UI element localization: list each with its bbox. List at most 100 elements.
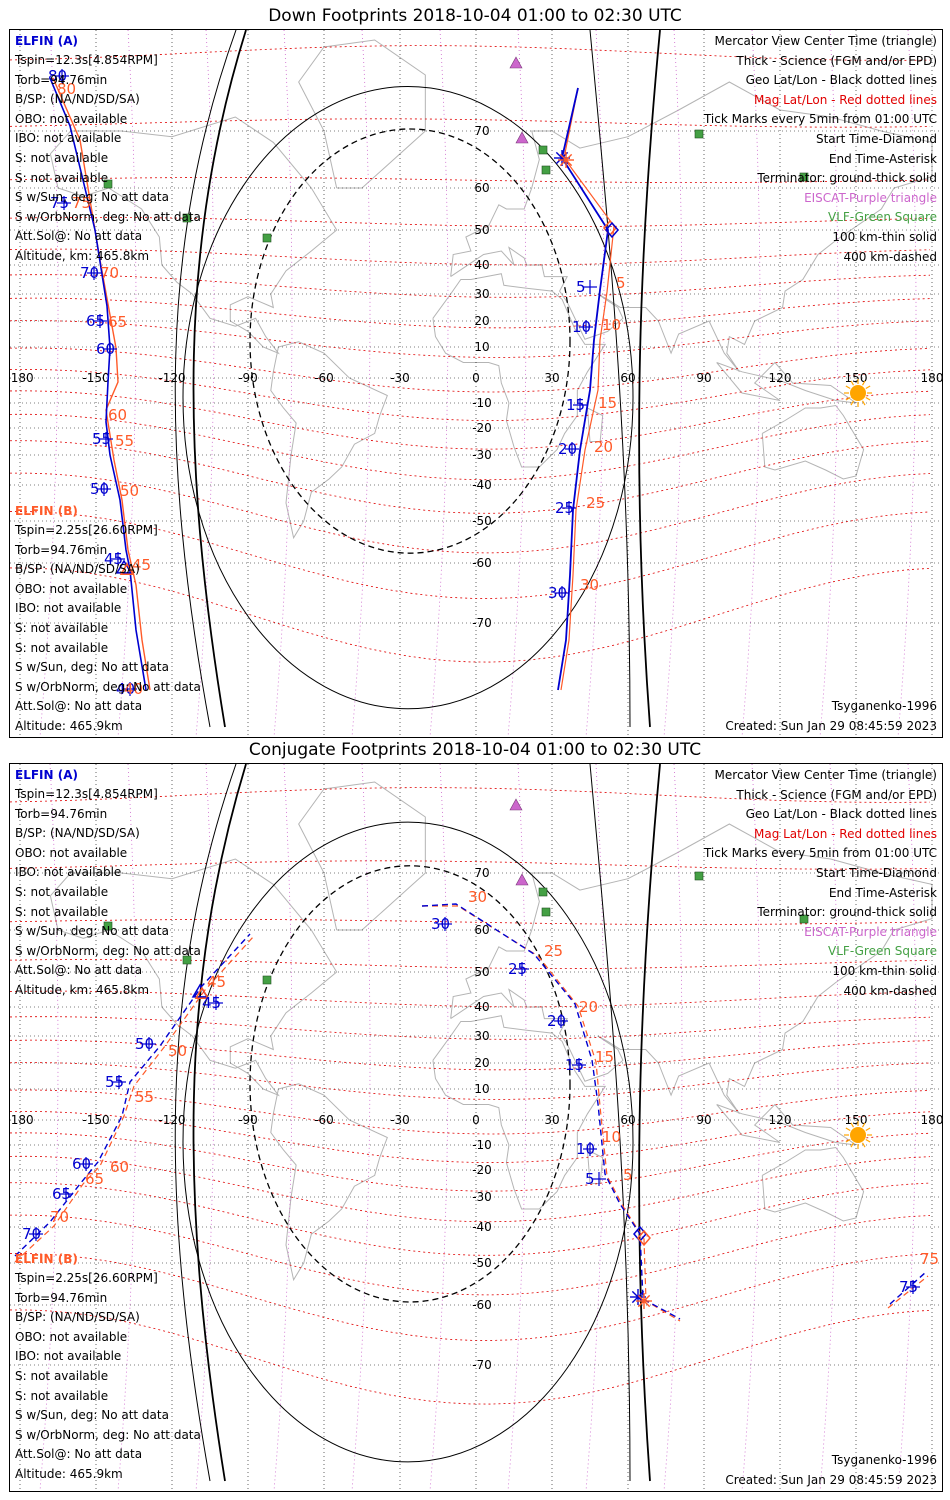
legend-line: 400 km-dashed [843, 249, 937, 264]
elfin-b-start-diamond [637, 1229, 651, 1247]
green-square-icon [538, 145, 548, 155]
elfin-a-info-line: IBO: not available [15, 865, 122, 880]
elfin-a-info-line: S: not available [15, 170, 109, 185]
lat-tick-label: -30 [472, 448, 492, 462]
elfin-a-track-east [421, 903, 681, 1320]
purple-triangle-icon [509, 798, 523, 811]
elfin-b-tick-label: 55 [115, 432, 134, 450]
lon-tick-label: 60 [620, 371, 635, 385]
lon-tick-label: 150 [845, 371, 868, 385]
lon-tick-label: 30 [544, 1113, 559, 1127]
sun-icon [844, 379, 872, 407]
axis-labels: -180 -150 -120 -90 -60 -30 0 30 60 90 120 150 180 70 6… [10, 124, 942, 630]
elfin-b-center-triangle [119, 562, 135, 575]
legend-line: 100 km-thin solid [832, 230, 937, 244]
down-footprints-map-panel: -180 -150 -120 -90 -60 -30 0 30 60 90 120 150 180 70 6… [9, 29, 943, 738]
elfin-a-tick-mark [142, 1037, 156, 1051]
elfin-a-info-line: Att.Sol@: No att data [15, 963, 143, 978]
green-square-icon [799, 172, 809, 182]
lon-tick-label: -180 [10, 1113, 34, 1127]
elfin-a-info-line: Tspin=12.3s[4.854RPM] [15, 53, 158, 67]
elfin-a-tick-mark [55, 69, 69, 83]
elfin-a-tick-mark [572, 1058, 586, 1072]
elfin-b-end-asterisk [636, 1293, 652, 1309]
green-square-icon [182, 955, 192, 965]
purple-triangle-icon [515, 131, 529, 144]
lat-tick-label: 40 [474, 1000, 489, 1014]
elfin-a-tick-mark [562, 501, 576, 515]
sun-icon [844, 1121, 872, 1149]
elfin-a-tick-mark [554, 1014, 568, 1028]
elfin-b-info-line: B/SP: (NA/ND/SD/SA) [15, 562, 140, 577]
elfin-a-center-triangle [115, 559, 133, 574]
axis-labels: -180 -150 -120 -90 -60 -30 0 30 60 90 120 150 180 70 6… [10, 866, 942, 1372]
model-label: Tsyganenko-1996 [831, 1453, 937, 1467]
coastline-group [49, 781, 933, 1282]
elfin-a-info-line: S w/Sun, deg: No att data [15, 190, 169, 205]
created-timestamp: Created: Sun Jan 29 08:45:59 2023 [725, 719, 937, 733]
lon-tick-label: 120 [769, 371, 792, 385]
elfin-b-tick-label: 80 [57, 80, 76, 98]
elfin-b-info-line: Att.Sol@: No att data [15, 1447, 143, 1462]
lon-tick-label: 60 [620, 1113, 635, 1127]
elfin-b-tick-label: 15 [595, 1048, 614, 1066]
elfin-b-tick-label: 25 [586, 494, 605, 512]
elfin-b-info-line: OBO: not available [15, 581, 128, 596]
legend-line: Tick Marks every 5min from 01:00 UTC [703, 112, 937, 127]
elfin-b-tick-label: 5 [616, 274, 626, 292]
elfin-a-tick-mark [93, 314, 107, 328]
elfin-b-info-line: Torb=94.76min [15, 1290, 108, 1305]
lon-tick-label: -150 [82, 1113, 109, 1127]
terminator-west-100km [174, 764, 237, 1482]
elfin-a-header: ELFIN (A) [15, 768, 78, 782]
legend-line: EISCAT-Purple triangle [804, 924, 937, 939]
elfin-b-tick-label: 65 [108, 313, 127, 331]
elfin-a-tick-mark [57, 196, 71, 210]
geo-grid [10, 30, 942, 737]
elfin-b-info-line: S: not available [15, 621, 109, 635]
legend-line: Thick - Science (FGM and/or EPD) [736, 53, 937, 68]
legend-line: Geo Lat/Lon - Black dotted lines [745, 807, 937, 822]
elfin-b-tick-label: 25 [544, 942, 563, 960]
lat-tick-label: -40 [472, 1220, 492, 1234]
map-canvas: -180 -150 -120 -90 -60 -30 0 30 60 90 120 150 180 70 6… [10, 30, 942, 737]
legend-line: Tick Marks every 5min from 01:00 UTC [703, 846, 937, 861]
terminator-west [192, 30, 247, 728]
coastline-group [49, 39, 933, 540]
elfin-b-info-line: Torb=94.76min [15, 542, 108, 557]
lon-tick-label: 30 [544, 371, 559, 385]
lat-tick-label: 40 [474, 258, 489, 272]
elfin-b-header: ELFIN (B) [15, 1252, 78, 1266]
lon-tick-label: 90 [696, 1113, 711, 1127]
elfin-a-info-line: S: not available [15, 885, 109, 899]
vlf-markers [103, 129, 809, 243]
elfin-a-tick-mark [906, 1280, 920, 1294]
lat-tick-label: 60 [474, 923, 489, 937]
lon-tick-label: 90 [696, 371, 711, 385]
elfin-b-info-line: S: not available [15, 1369, 109, 1383]
lat-tick-label: -20 [472, 421, 492, 435]
lat-tick-label: -70 [472, 1358, 492, 1372]
elfin-b-tick-label: 40 [124, 680, 143, 698]
purple-triangle-icon [515, 873, 529, 886]
elfin-a-info-line: OBO: not available [15, 111, 128, 126]
elfin-a-info-line: S: not available [15, 904, 109, 919]
elfin-b-tick-label: 75 [72, 194, 91, 212]
elfin-a-info-line: Altitude, km: 465.8km [15, 249, 150, 263]
map-canvas: -180 -150 -120 -90 -60 -30 0 30 60 90 120 150 180 70 6… [10, 764, 942, 1491]
lat-tick-label: -50 [472, 514, 492, 528]
elfin-b-info-line: Att.Sol@: No att data [15, 699, 143, 714]
lon-tick-label: -90 [238, 1113, 258, 1127]
elfin-a-tick-mark [111, 552, 125, 566]
green-square-icon [262, 233, 272, 243]
elfin-a-tick-mark [583, 1142, 597, 1156]
legend-line: Terminator: ground-thick solid [757, 905, 937, 920]
elfin-b-tick-label: 75 [920, 1250, 939, 1268]
elfin-b-info-line: OBO: not available [15, 1329, 128, 1344]
elfin-a-info-line: OBO: not available [15, 845, 128, 860]
elfin-a-tick-mark [123, 682, 137, 696]
lat-tick-label: 70 [474, 124, 489, 138]
elfin-b-tick-label: 70 [100, 264, 119, 282]
mag-meridians [39, 764, 917, 1491]
elfin-b-tick-label: 70 [50, 1208, 69, 1226]
